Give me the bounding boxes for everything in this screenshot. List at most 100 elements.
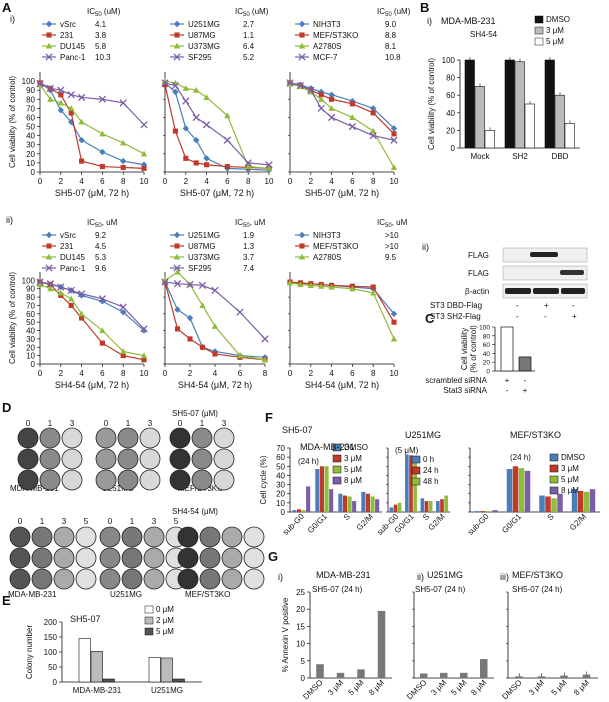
- y-tick-label: 40: [26, 132, 35, 141]
- x-tick-label: 0: [163, 177, 168, 186]
- plate-well: [143, 526, 165, 548]
- plate-well: [121, 568, 143, 590]
- data-point: [390, 125, 398, 132]
- line-chart-a-ii-2: 0 2 4 6 8 SH4-54 (μM, 72 h) IC50, uM U251MG 1.9 U…: [161, 218, 269, 390]
- category-label: S: [342, 512, 352, 522]
- blot-row-label: β-actin: [465, 287, 489, 296]
- category-label: G2/M: [426, 512, 446, 532]
- plate-line-label: U251MG: [102, 484, 134, 493]
- dose-label: 0: [104, 419, 109, 428]
- series-line: [39, 281, 145, 361]
- legend-swatch: [549, 475, 559, 484]
- ic50-value: 5.2: [243, 53, 255, 62]
- dose-label: 5: [174, 517, 179, 526]
- bar: [160, 657, 173, 683]
- data-point: [182, 97, 190, 105]
- y-tick-label: 30: [276, 481, 285, 490]
- y-tick-label: 50: [26, 123, 35, 132]
- blot-construct-label: ST3 DBD-Flag: [430, 301, 482, 310]
- blot-mark: -: [516, 301, 519, 310]
- data-point: [161, 79, 169, 87]
- bar: [397, 502, 402, 512]
- y-tick-label: 100: [442, 56, 456, 65]
- category-label: U251MG: [151, 686, 183, 695]
- x-axis-label: SH5-07 (μM, 72 h): [180, 188, 254, 198]
- data-point: [78, 310, 85, 317]
- bar: [409, 455, 413, 512]
- plate-well: [53, 568, 75, 590]
- bar: [500, 326, 514, 372]
- chart-title: MEF/ST3KO: [510, 430, 561, 440]
- category-label: S: [421, 512, 431, 522]
- data-point: [68, 118, 75, 126]
- y-tick-label: 50: [48, 663, 57, 672]
- y-axis-label: Cell viability: [460, 328, 469, 370]
- x-tick-label: 0: [38, 177, 43, 186]
- y-tick-label: 200: [44, 618, 58, 627]
- bar: [444, 495, 448, 512]
- dose-label: 0: [18, 517, 23, 526]
- y-tick-label: 80: [26, 95, 35, 104]
- chart-title: MEF/ST3KO: [512, 570, 563, 580]
- chart-subtitle: SH5-07 (24 h): [312, 585, 363, 594]
- y-tick-label: 60: [26, 310, 35, 319]
- plate-well: [221, 547, 243, 569]
- ic50-value: 3.8: [95, 31, 107, 40]
- data-point: [140, 325, 148, 333]
- blot-band-dbd: [530, 252, 558, 257]
- legend-entry: SF295: [188, 53, 212, 62]
- data-point: [57, 86, 65, 94]
- category-label: S: [546, 512, 556, 522]
- legend-swatch: [549, 464, 559, 473]
- category-label: G2/M: [568, 512, 588, 532]
- x-axis-label: SH4-54 (μM, 72 h): [178, 380, 252, 390]
- data-point: [370, 284, 376, 290]
- y-tick-label: 30: [26, 141, 35, 150]
- panel-label-f: F: [265, 410, 273, 425]
- x-tick-label: 0: [163, 369, 168, 378]
- y-tick-label: 20: [483, 360, 491, 367]
- row-label: Stat3 siRNA: [443, 386, 487, 395]
- x-tick-label: 0: [288, 369, 293, 378]
- bar: [583, 491, 590, 512]
- western-blot: FLAG FLAG β-actin ST3 DBD-Flag ST3 SH2-F…: [430, 247, 588, 321]
- category-label: DMSO: [405, 678, 428, 701]
- data-point: [298, 53, 306, 61]
- y-tick-label: 0: [281, 508, 286, 517]
- data-point: [173, 53, 181, 61]
- series-line: [164, 82, 270, 166]
- bar: [506, 469, 513, 512]
- chart-title: MDA-MB-231: [300, 442, 355, 452]
- y-tick-label: 60: [26, 113, 35, 122]
- bar: [347, 496, 352, 512]
- data-point: [99, 148, 106, 156]
- data-point: [67, 91, 75, 99]
- ic50-value: 1.9: [243, 231, 255, 240]
- legend-swatch: [549, 486, 559, 495]
- data-point: [296, 81, 305, 90]
- bar-chart-e: 0 50 100 150 200 Colony number MDA-MB-231 U251M…: [25, 605, 202, 695]
- blot-band-actin-3: [561, 288, 585, 294]
- category-label: G2/M: [355, 512, 375, 532]
- blot-row-label: FLAG: [468, 251, 489, 260]
- bar: [405, 454, 409, 512]
- ic50-value: 9.6: [95, 264, 107, 273]
- row-mark: +: [523, 386, 528, 395]
- legend-entry: DMSO: [561, 453, 585, 462]
- data-point: [391, 319, 397, 325]
- category-label: DMSO: [500, 678, 523, 701]
- panel-label-e: E: [2, 593, 11, 608]
- dose-label: 5: [84, 517, 89, 526]
- y-tick-label: 0: [53, 678, 58, 687]
- data-point: [57, 106, 64, 114]
- plate-well: [143, 568, 165, 590]
- y-tick-label: 20: [276, 490, 285, 499]
- legend-entry: 231: [60, 242, 74, 251]
- y-tick-label: 70: [26, 301, 35, 310]
- data-point: [328, 283, 335, 290]
- x-tick-label: 8: [371, 369, 376, 378]
- y-tick-label: 20: [26, 150, 35, 159]
- data-point: [211, 323, 219, 329]
- bar: [589, 489, 596, 512]
